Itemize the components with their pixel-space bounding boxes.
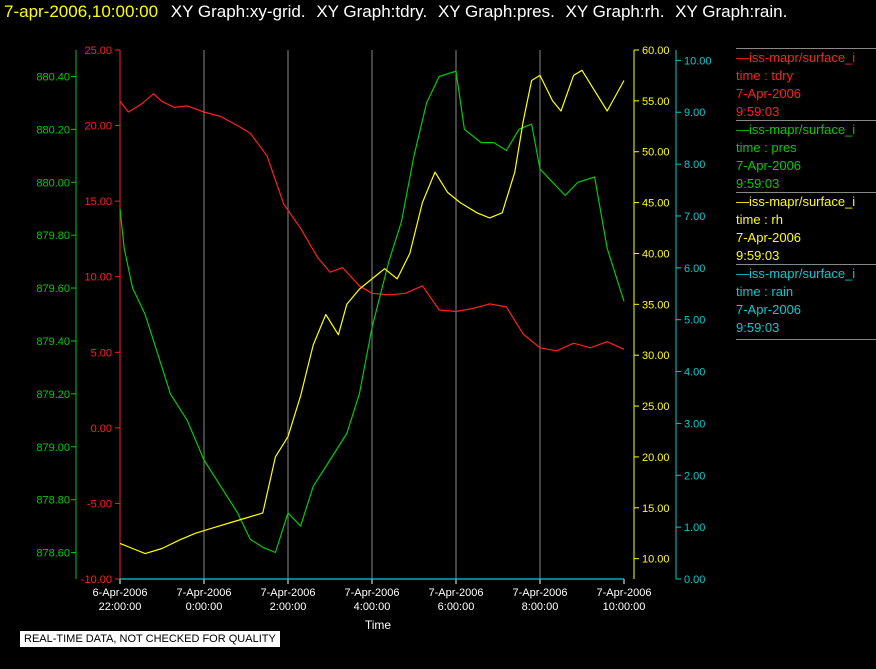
x-tick-label-time: 6:00:00 [438, 601, 475, 613]
legend-field: time : pres [736, 140, 797, 155]
tdry-tick-label: 25.00 [84, 45, 112, 57]
legend-field: time : rain [736, 284, 794, 299]
legend-divider [736, 48, 876, 49]
x-tick-label-date: 7-Apr-2006 [344, 587, 399, 599]
x-tick-label-time: 8:00:00 [522, 601, 559, 613]
rain-tick-label: 8.00 [684, 159, 705, 171]
rh-tick-label: 15.00 [642, 503, 670, 515]
pres-tick-label: 880.00 [36, 177, 70, 189]
pres-tick-label: 879.20 [36, 389, 70, 401]
x-tick-label-time: 10:00:00 [603, 601, 646, 613]
rh-tick-label: 25.00 [642, 401, 670, 413]
tdry-tick-label: 20.00 [84, 121, 112, 133]
x-tick-label-date: 7-Apr-2006 [428, 587, 483, 599]
tdry-tick-label: -10.00 [81, 574, 112, 586]
header-title-xy-grid: XY Graph:xy-grid. [170, 2, 306, 21]
rh-tick-label: 60.00 [642, 45, 670, 57]
legend-divider [736, 339, 876, 340]
tdry-tick-label: 10.00 [84, 272, 112, 284]
header-title-pres: XY Graph:pres. [437, 2, 555, 21]
legend-time: 9:59:03 [736, 248, 780, 263]
rh-tick-label: 35.00 [642, 299, 670, 311]
legend-date: 7-Apr-2006 [736, 158, 802, 173]
header-title-rh: XY Graph:rh. [565, 2, 665, 21]
x-tick-label-date: 7-Apr-2006 [596, 587, 651, 599]
legend-divider [736, 120, 876, 121]
legend-entry-tdry: —iss-mapr/surface_i time : tdry 7-Apr-20… [736, 48, 876, 121]
rh-tick-label: 50.00 [642, 147, 670, 159]
pres-tick-label: 878.60 [36, 548, 70, 560]
legend-time: 9:59:03 [736, 104, 780, 119]
header-title-tdry: XY Graph:tdry. [316, 2, 428, 21]
quality-warning-label: REAL-TIME DATA, NOT CHECKED FOR QUALITY [20, 631, 280, 647]
rain-tick-label: 10.00 [684, 55, 712, 67]
rh-tick-label: 55.00 [642, 96, 670, 108]
legend-entry-rh: —iss-mapr/surface_i time : rh 7-Apr-2006… [736, 192, 876, 265]
rain-tick-label: 4.00 [684, 367, 705, 379]
legend-divider [736, 264, 876, 265]
pres-tick-label: 878.80 [36, 495, 70, 507]
x-tick-label-date: 7-Apr-2006 [512, 587, 567, 599]
pres-tick-label: 879.60 [36, 283, 70, 295]
legend-field: time : tdry [736, 68, 794, 83]
x-tick-label-time: 4:00:00 [354, 601, 391, 613]
pres-tick-label: 879.00 [36, 442, 70, 454]
header-timestamp: 7-apr-2006,10:00:00 [4, 2, 159, 21]
rain-tick-label: 9.00 [684, 107, 705, 119]
x-tick-label-time: 0:00:00 [186, 601, 223, 613]
rain-tick-label: 5.00 [684, 315, 705, 327]
x-axis-label: Time [365, 618, 392, 632]
rh-tick-label: 40.00 [642, 248, 670, 260]
x-tick-label-date: 7-Apr-2006 [260, 587, 315, 599]
pres-tick-label: 879.40 [36, 336, 70, 348]
rain-tick-label: 3.00 [684, 418, 705, 430]
rain-tick-label: 2.00 [684, 470, 705, 482]
rain-tick-label: 7.00 [684, 211, 705, 223]
legend-entry-rain: —iss-mapr/surface_i time : rain 7-Apr-20… [736, 264, 876, 340]
x-tick-label-date: 6-Apr-2006 [92, 587, 147, 599]
legend-date: 7-Apr-2006 [736, 230, 802, 245]
rh-tick-label: 20.00 [642, 452, 670, 464]
tdry-tick-label: -5.00 [87, 498, 112, 510]
legend-series-name: —iss-mapr/surface_i [736, 266, 856, 281]
legend-time: 9:59:03 [736, 320, 780, 335]
rain-tick-label: 6.00 [684, 263, 705, 275]
rain-tick-label: 1.00 [684, 522, 705, 534]
rh-tick-label: 30.00 [642, 350, 670, 362]
legend-divider [736, 192, 876, 193]
legend-time: 9:59:03 [736, 176, 780, 191]
legend-series-name: —iss-mapr/surface_i [736, 194, 856, 209]
legend-date: 7-Apr-2006 [736, 302, 802, 317]
x-tick-label-time: 2:00:00 [270, 601, 307, 613]
tdry-tick-label: 15.00 [84, 196, 112, 208]
legend-field: time : rh [736, 212, 783, 227]
pres-tick-label: 880.20 [36, 124, 70, 136]
rain-tick-label: 0.00 [684, 574, 705, 586]
tdry-tick-label: 5.00 [91, 347, 112, 359]
pres-tick-label: 879.80 [36, 230, 70, 242]
pres-tick-label: 880.40 [36, 71, 70, 83]
x-tick-label-date: 7-Apr-2006 [176, 587, 231, 599]
series-line-rh [119, 69, 625, 555]
legend-series-name: —iss-mapr/surface_i [736, 50, 856, 65]
legend-series-name: —iss-mapr/surface_i [736, 122, 856, 137]
header-bar: 7-apr-2006,10:00:00 XY Graph:xy-grid. XY… [4, 2, 787, 22]
legend-entry-pres: —iss-mapr/surface_i time : pres 7-Apr-20… [736, 120, 876, 193]
x-tick-label-time: 22:00:00 [99, 601, 142, 613]
series-line-tdry [119, 93, 625, 352]
legend-date: 7-Apr-2006 [736, 86, 802, 101]
series-line-pres [119, 70, 625, 554]
header-title-rain: XY Graph:rain. [675, 2, 788, 21]
rh-tick-label: 45.00 [642, 198, 670, 210]
tdry-tick-label: 0.00 [91, 423, 112, 435]
rh-tick-label: 10.00 [642, 554, 670, 566]
